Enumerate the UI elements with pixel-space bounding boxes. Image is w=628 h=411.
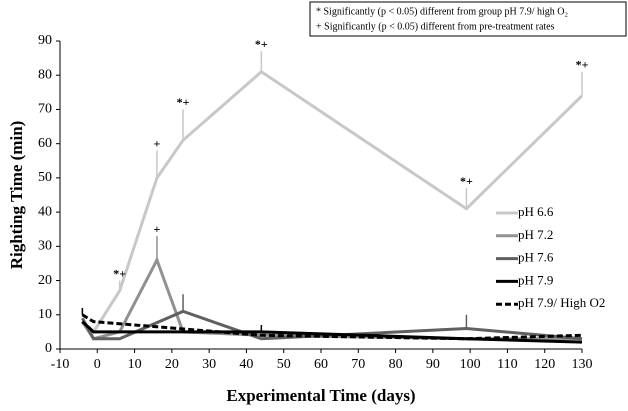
significance-label: *+ bbox=[113, 266, 126, 280]
series-line bbox=[81, 309, 583, 341]
x-tick-label: 40 bbox=[239, 357, 253, 372]
x-tick-label: 120 bbox=[534, 357, 555, 372]
x-tick-label: -10 bbox=[51, 357, 70, 372]
y-tick-label: 30 bbox=[38, 239, 52, 254]
x-tick-label: 50 bbox=[277, 357, 291, 372]
legend-label: pH 6.6 bbox=[518, 204, 554, 219]
significance-label: + bbox=[154, 222, 161, 236]
y-tick-label: 70 bbox=[38, 102, 52, 117]
y-axis-label: Righting Time (min) bbox=[7, 121, 26, 270]
y-tick-label: 0 bbox=[45, 341, 52, 356]
y-tick-label: 90 bbox=[38, 33, 52, 48]
x-axis-label: Experimental Time (days) bbox=[226, 386, 415, 405]
legend-label: pH 7.6 bbox=[518, 250, 554, 265]
y-tick-label: 20 bbox=[38, 273, 52, 288]
x-tick-label: 30 bbox=[202, 357, 216, 372]
significance-label: *+ bbox=[576, 58, 589, 72]
y-tick-label: 40 bbox=[38, 204, 52, 219]
x-tick-label: 60 bbox=[314, 357, 328, 372]
x-tick-label: 130 bbox=[572, 357, 593, 372]
x-tick-label: 20 bbox=[165, 357, 179, 372]
significance-label: *+ bbox=[177, 95, 190, 109]
x-tick-label: 110 bbox=[497, 357, 517, 372]
x-tick-label: 80 bbox=[389, 357, 403, 372]
y-tick-label: 60 bbox=[38, 136, 52, 151]
notes-box bbox=[309, 1, 627, 37]
legend-label: pH 7.2 bbox=[518, 227, 553, 242]
x-tick-label: 100 bbox=[460, 357, 481, 372]
y-tick-label: 10 bbox=[38, 307, 52, 322]
series-line bbox=[81, 69, 584, 335]
x-tick-label: 90 bbox=[426, 357, 440, 372]
significance-label: *+ bbox=[255, 37, 268, 51]
y-tick-label: 80 bbox=[38, 67, 52, 82]
note: + Significantly (p < 0.05) different fro… bbox=[316, 21, 555, 32]
legend-label: pH 7.9 bbox=[518, 272, 553, 287]
significance-label: *+ bbox=[460, 174, 473, 188]
series-line bbox=[81, 313, 583, 341]
x-tick-label: 70 bbox=[351, 357, 365, 372]
x-tick-label: 10 bbox=[128, 357, 142, 372]
significance-label: + bbox=[154, 136, 161, 150]
series-line bbox=[81, 320, 583, 344]
x-tick-label: 0 bbox=[94, 357, 101, 372]
legend-label: pH 7.9/ High O2 bbox=[518, 295, 605, 310]
y-tick-label: 50 bbox=[38, 170, 52, 185]
note: * Significantly (p < 0.05) different fro… bbox=[316, 6, 568, 17]
